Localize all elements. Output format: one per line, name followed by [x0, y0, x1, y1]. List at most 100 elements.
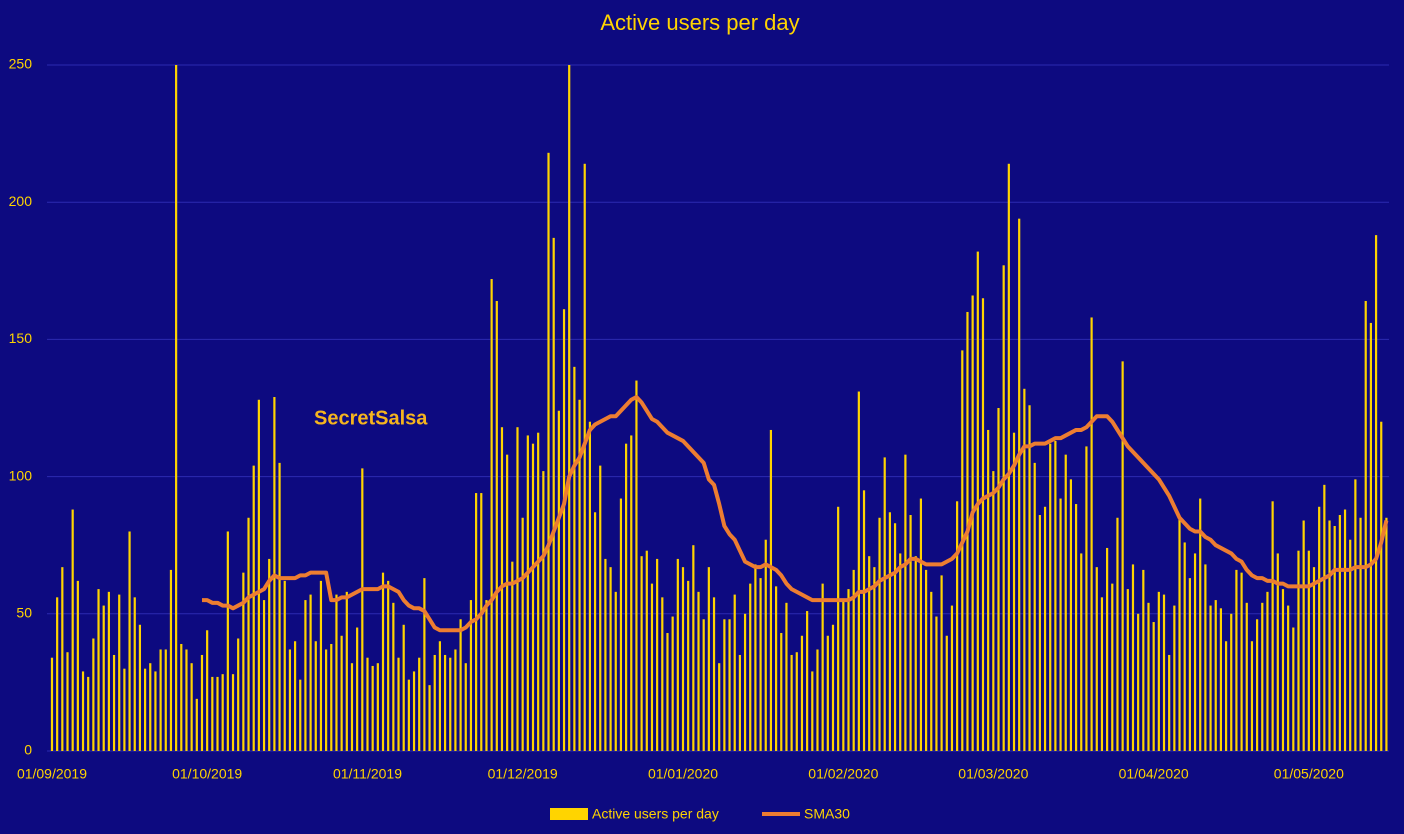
bar	[1240, 572, 1243, 751]
bar	[537, 432, 540, 751]
bar	[237, 638, 240, 751]
bar	[826, 635, 829, 751]
bar	[1033, 462, 1036, 751]
bar	[1276, 553, 1279, 751]
bar	[811, 671, 814, 751]
bar	[438, 641, 442, 751]
bar	[1152, 622, 1155, 751]
bar	[842, 600, 845, 751]
bar	[904, 454, 907, 751]
bar	[1354, 479, 1357, 751]
bar	[1224, 641, 1228, 751]
bar	[1364, 300, 1367, 751]
bar	[81, 671, 85, 751]
bar	[676, 558, 679, 751]
bar	[1028, 405, 1031, 751]
bar	[692, 545, 695, 751]
bar	[107, 591, 110, 751]
bar	[366, 657, 369, 751]
bar	[387, 580, 390, 751]
bar	[831, 624, 835, 751]
bar	[645, 550, 648, 751]
bar	[1219, 608, 1223, 751]
bar	[1038, 515, 1041, 751]
bar	[1307, 550, 1310, 751]
bar	[681, 567, 685, 751]
bar	[1090, 317, 1093, 751]
bar	[376, 663, 379, 751]
bar	[293, 641, 297, 751]
bar	[1018, 218, 1021, 751]
legend-label: SMA30	[804, 806, 850, 822]
bar	[454, 649, 457, 751]
bar	[1116, 517, 1119, 751]
bar	[837, 506, 840, 751]
bar	[1023, 388, 1026, 751]
bar	[423, 578, 426, 751]
bar	[180, 643, 183, 751]
bar	[283, 580, 286, 751]
bar	[71, 509, 74, 751]
bar	[278, 462, 281, 751]
bar	[1271, 501, 1274, 751]
bar	[1214, 600, 1217, 751]
bar	[1318, 506, 1321, 751]
bar	[216, 676, 219, 751]
bar	[464, 663, 467, 751]
bar	[1043, 506, 1047, 751]
bar	[1069, 479, 1073, 751]
bar	[1183, 542, 1186, 751]
bar	[930, 591, 933, 751]
bar	[981, 298, 985, 751]
bar	[200, 654, 204, 751]
bar	[1261, 602, 1264, 751]
bar	[857, 391, 860, 751]
bar	[516, 427, 519, 751]
bar	[821, 583, 824, 751]
bar	[221, 674, 224, 751]
bar	[61, 567, 64, 751]
bar	[511, 561, 514, 751]
bar	[242, 572, 245, 751]
bar	[92, 638, 95, 751]
bar	[1193, 553, 1197, 751]
bar	[1049, 443, 1052, 751]
bar	[1095, 567, 1098, 751]
bar	[1204, 564, 1207, 751]
bar	[640, 556, 643, 751]
bar	[1250, 641, 1254, 751]
bar	[588, 421, 591, 751]
bar	[1333, 525, 1336, 751]
bar	[350, 663, 354, 751]
bar	[361, 468, 364, 751]
bar	[1111, 583, 1114, 751]
y-tick-label: 250	[9, 56, 33, 72]
bar	[97, 589, 100, 751]
bar	[868, 556, 871, 751]
bar	[619, 498, 623, 751]
bar	[1121, 361, 1124, 751]
bar	[950, 605, 954, 751]
bar	[128, 531, 131, 751]
sma-line	[201, 395, 1389, 633]
bar	[262, 600, 266, 751]
bar	[314, 641, 317, 751]
bar	[1312, 567, 1316, 751]
bar	[1302, 520, 1305, 751]
bar	[806, 611, 809, 751]
bar	[345, 591, 348, 751]
bar	[790, 654, 793, 751]
bar	[671, 616, 674, 751]
bar	[185, 649, 188, 751]
bar	[449, 657, 452, 751]
bar	[614, 591, 617, 751]
y-tick-label: 0	[24, 742, 32, 758]
bar	[816, 649, 819, 751]
bar	[495, 300, 498, 751]
bar	[661, 597, 664, 751]
bar	[769, 429, 773, 751]
y-tick-label: 50	[16, 605, 32, 621]
bar	[1100, 597, 1104, 751]
bar	[102, 605, 105, 751]
